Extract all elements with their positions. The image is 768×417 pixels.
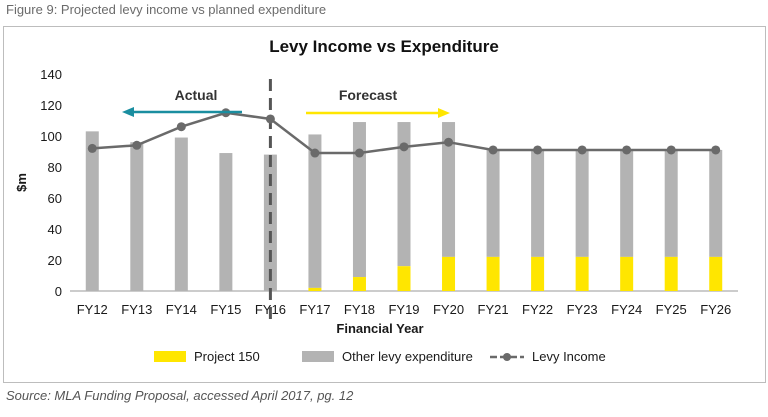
levy-income-point [265, 114, 275, 124]
legend-label-levy-income: Levy Income [532, 349, 606, 364]
levy-income-point [488, 145, 498, 155]
bar-project-150 [531, 256, 545, 291]
x-tick-label: FY21 [478, 302, 509, 317]
chart-title: Levy Income vs Expenditure [269, 37, 499, 56]
x-tick-label: FY23 [567, 302, 598, 317]
forecast-label: Forecast [339, 87, 398, 103]
legend-swatch-levy-point [503, 353, 511, 361]
bar-other-levy-expenditure [620, 149, 634, 257]
levy-income-point [622, 145, 632, 155]
bar-other-levy-expenditure [664, 149, 678, 257]
bar-other-levy-expenditure [575, 149, 589, 257]
bar-project-150 [575, 256, 589, 291]
levy-income-point [354, 148, 364, 158]
bar-other-levy-expenditure [85, 131, 99, 291]
x-tick-label: FY24 [611, 302, 642, 317]
x-tick-label: FY19 [388, 302, 419, 317]
forecast-arrow-head [438, 108, 450, 118]
y-tick-label: 140 [40, 67, 62, 82]
bar-other-levy-expenditure [352, 122, 366, 278]
bar-project-150 [352, 277, 366, 291]
y-tick-label: 60 [48, 191, 62, 206]
x-tick-label: FY25 [656, 302, 687, 317]
actual-arrow-head [122, 107, 134, 117]
bar-other-levy-expenditure [442, 122, 456, 257]
bar-project-150 [620, 256, 634, 291]
legend-swatch-project-150 [154, 351, 186, 362]
x-tick-label: FY15 [210, 302, 241, 317]
bar-project-150 [308, 287, 322, 291]
levy-income-point [132, 140, 142, 150]
levy-income-point [444, 137, 454, 147]
levy-income-point [176, 122, 186, 132]
legend-swatch-other-levy [302, 351, 334, 362]
levy-income-point [87, 143, 97, 153]
bar-other-levy-expenditure [130, 142, 144, 291]
bar-project-150 [709, 256, 723, 291]
levy-income-point [666, 145, 676, 155]
bar-other-levy-expenditure [486, 149, 500, 257]
bar-other-levy-expenditure [709, 149, 723, 257]
legend-label-project-150: Project 150 [194, 349, 260, 364]
y-tick-label: 100 [40, 129, 62, 144]
x-tick-label: FY18 [344, 302, 375, 317]
x-tick-label: FY17 [299, 302, 330, 317]
y-axis-title: $m [14, 173, 29, 192]
levy-income-point [399, 142, 409, 152]
bar-project-150 [397, 266, 411, 291]
bar-other-levy-expenditure [219, 153, 233, 291]
x-tick-label: FY13 [121, 302, 152, 317]
bar-project-150 [664, 256, 678, 291]
x-tick-label: FY22 [522, 302, 553, 317]
x-axis-title: Financial Year [336, 321, 423, 336]
legend-label-other-levy: Other levy expenditure [342, 349, 473, 364]
levy-income-point [577, 145, 587, 155]
y-tick-label: 0 [55, 284, 62, 299]
levy-chart: Levy Income vs Expenditure 0 20 40 60 80 100 12… [14, 37, 738, 364]
x-tick-label: FY14 [166, 302, 197, 317]
figure-caption: Figure 9: Projected levy income vs plann… [6, 2, 327, 17]
y-tick-label: 20 [48, 253, 62, 268]
y-tick-label: 120 [40, 98, 62, 113]
y-tick-label: 40 [48, 222, 62, 237]
bar-other-levy-expenditure [308, 134, 322, 288]
x-tick-label: FY12 [77, 302, 108, 317]
bar-other-levy-expenditure [174, 137, 188, 291]
y-tick-label: 80 [48, 160, 62, 175]
levy-income-point [711, 145, 721, 155]
chart-container: Levy Income vs Expenditure 0 20 40 60 80 100 12… [3, 26, 766, 383]
bar-project-150 [486, 256, 500, 291]
levy-income-point [533, 145, 543, 155]
bar-other-levy-expenditure [397, 122, 411, 267]
bar-other-levy-expenditure [531, 149, 545, 257]
x-tick-label: FY20 [433, 302, 464, 317]
bar-project-150 [442, 256, 456, 291]
actual-label: Actual [175, 87, 218, 103]
source-note: Source: MLA Funding Proposal, accessed A… [6, 388, 354, 403]
levy-income-point [310, 148, 320, 158]
x-tick-label: FY26 [700, 302, 731, 317]
